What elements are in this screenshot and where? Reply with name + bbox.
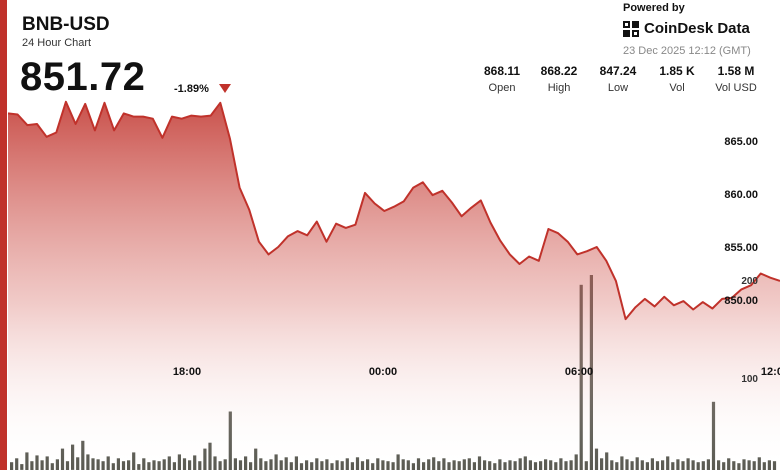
volume-tick-label: 200 — [741, 276, 758, 287]
price-line — [7, 100, 780, 321]
stat-label: Open — [488, 82, 516, 94]
time-tick-label: 18:00 — [173, 366, 201, 378]
stat-value: 868.11 — [483, 64, 521, 78]
chart-subtitle: 24 Hour Chart — [22, 37, 92, 49]
time-tick-label: 06:00 — [565, 366, 593, 378]
price-tick-label: 850.00 — [724, 295, 758, 307]
symbol-title: BNB-USD — [22, 14, 110, 35]
time-axis: 18:00 00:00 06:00 12:00 — [173, 366, 780, 378]
down-arrow-icon — [219, 84, 231, 93]
stat-value: 868.22 — [540, 64, 578, 78]
stat-label: High — [547, 82, 571, 94]
stat-vol-usd: 1.58 M Vol USD — [701, 64, 771, 94]
stat-value: 847.24 — [599, 64, 637, 78]
stat-low: 847.24 Low — [583, 64, 653, 94]
stat-label: Low — [607, 82, 629, 94]
price-tick-label: 855.00 — [724, 242, 758, 254]
time-tick-label: 00:00 — [369, 366, 397, 378]
volume-tick-label: 100 — [741, 374, 758, 385]
timestamp: 23 Dec 2025 12:12 (GMT) — [623, 45, 751, 57]
stat-label: Vol USD — [715, 82, 757, 94]
stat-label: Vol — [669, 82, 685, 94]
stat-value: 1.85 K — [659, 64, 695, 78]
price-change: -1.89% — [174, 83, 209, 95]
stat-value: 1.58 M — [717, 64, 755, 78]
stat-vol: 1.85 K Vol — [642, 64, 712, 94]
price-tick-label: 865.00 — [724, 136, 758, 148]
current-price: 851.72 — [20, 55, 146, 99]
accent-bar — [0, 0, 7, 470]
price-tick-label: 860.00 — [724, 189, 758, 201]
price-axis: 865.00 860.00 855.00 850.00 — [724, 136, 758, 307]
volume-axis: 100 200 — [741, 276, 758, 385]
brand-logo: CoinDesk Data — [623, 20, 750, 37]
stat-high: 868.22 High — [524, 64, 594, 94]
time-tick-label: 12:00 — [761, 366, 780, 378]
brand-name: CoinDesk Data — [644, 20, 750, 37]
coindesk-logo-icon — [623, 20, 639, 37]
price-area — [7, 100, 780, 470]
powered-by-label: Powered by — [623, 2, 685, 14]
price-area-fill — [8, 101, 780, 470]
stat-open: 868.11 Open — [467, 64, 537, 94]
